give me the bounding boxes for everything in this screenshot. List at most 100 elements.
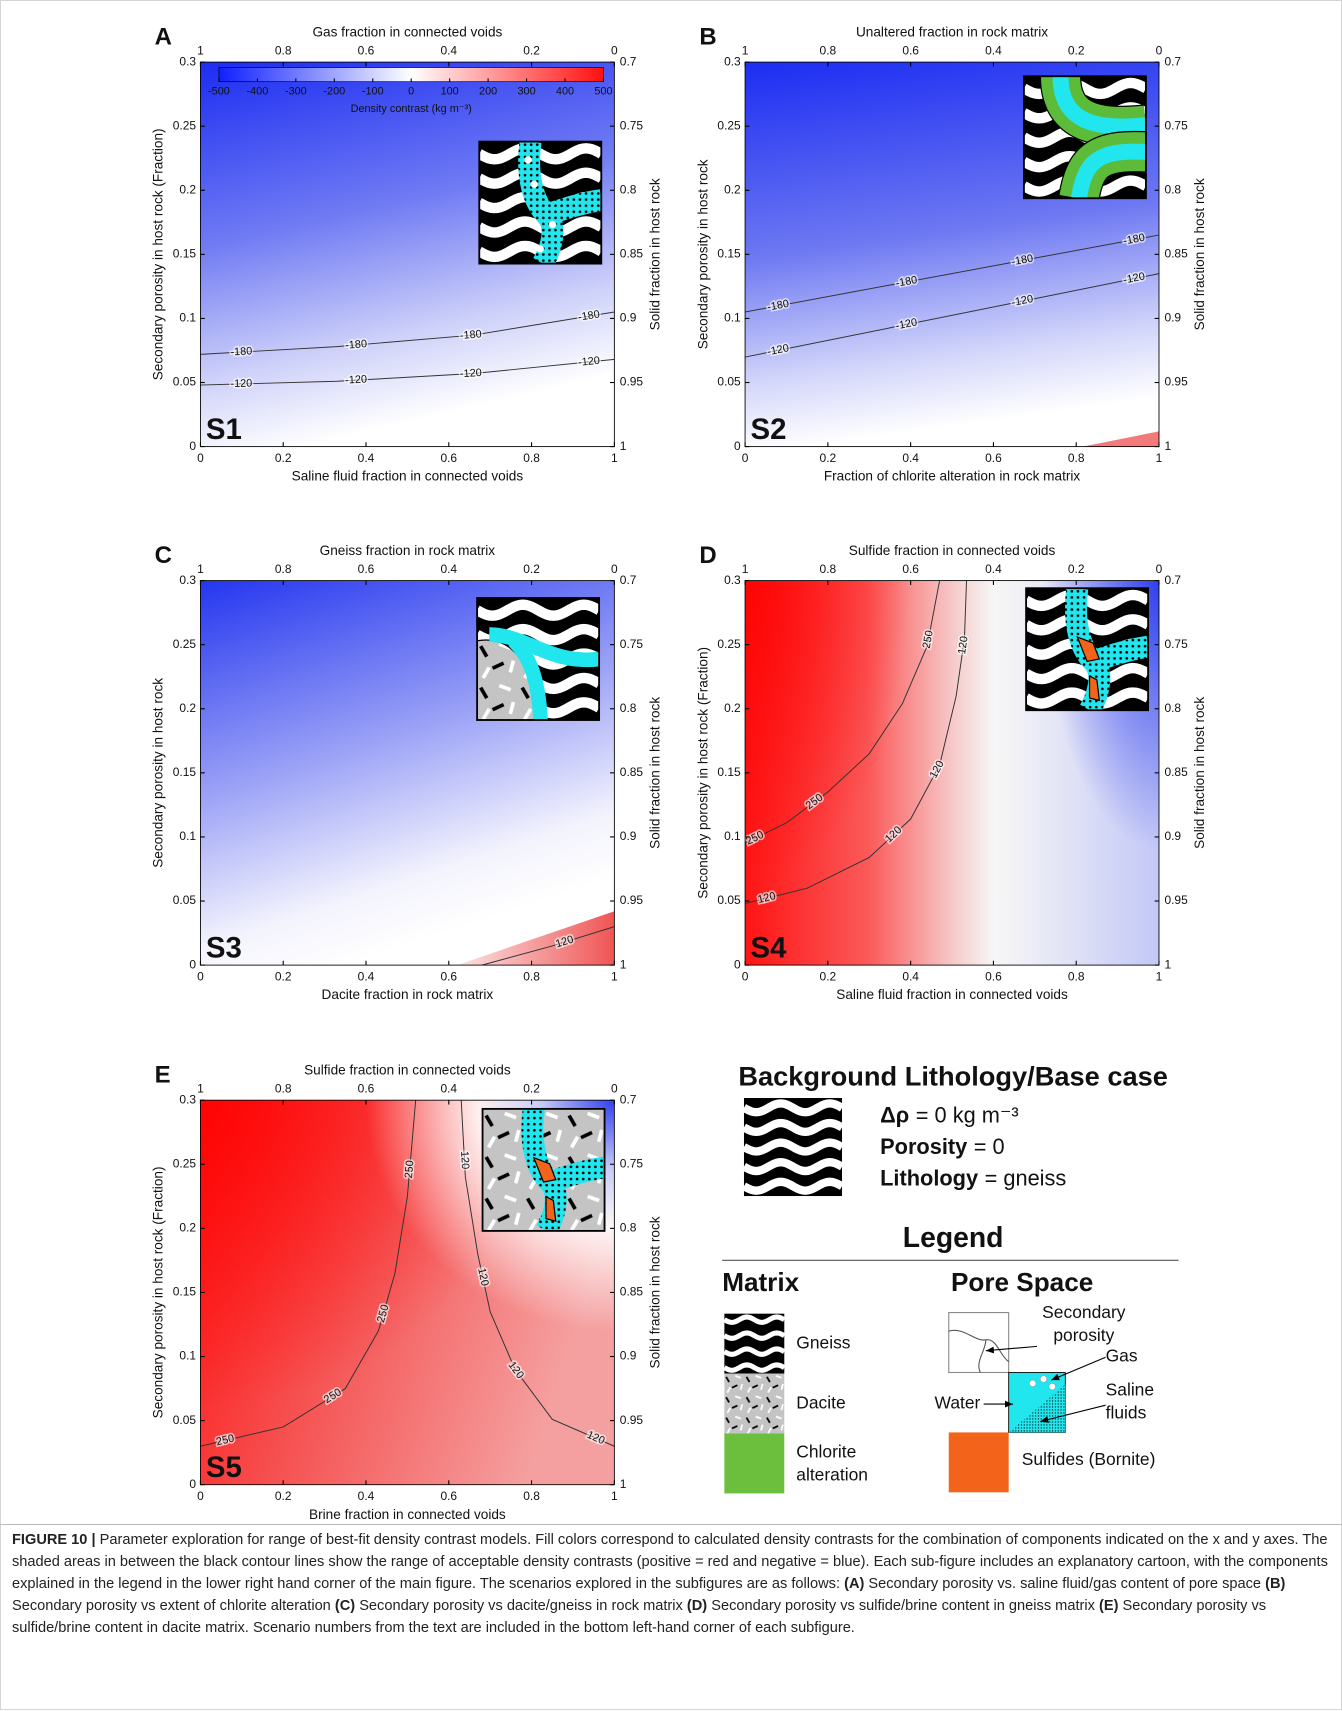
cartoon: [1025, 587, 1150, 712]
cartoon: [481, 1107, 606, 1232]
wave: [479, 216, 602, 238]
y2-tick-label: 0.95: [1164, 893, 1188, 907]
contour-label: 120: [956, 635, 970, 655]
y-tick-label: 0.25: [717, 637, 741, 651]
y2-tick-label: 1: [620, 957, 627, 971]
arrow-head: [1051, 1373, 1060, 1381]
legend-text: Gas: [1105, 1347, 1138, 1366]
x-tick-label: 0: [742, 969, 749, 983]
gas: [536, 245, 544, 253]
x-label: Dacite fraction in rock matrix: [322, 987, 494, 1002]
scenario-tag: (B): [1265, 1576, 1286, 1592]
colorbar-label: Density contrast (kg m⁻³): [351, 103, 472, 115]
y2-tick-label: 0.8: [620, 1221, 637, 1235]
x2-tick-label: 0.4: [985, 43, 1002, 57]
figure: -180 -180 -180 -180 -120 -120 -120 -120 0 0.2 0.4 0…: [151, 23, 1207, 1521]
x2-label: Sulfide fraction in connected voids: [304, 1062, 511, 1077]
y2-tick-label: 0.95: [1164, 375, 1188, 389]
y-label: Secondary porosity in host rock (Fractio…: [695, 647, 710, 899]
y2-tick-label: 0.7: [1164, 54, 1181, 68]
x2-tick-label: 0: [611, 562, 618, 576]
y-tick-label: 0.1: [724, 311, 741, 325]
colorbar-tick-label: 400: [556, 85, 574, 97]
wave: [723, 1330, 786, 1341]
y2-tick-label: 0.85: [620, 247, 644, 261]
sulfide: [1076, 635, 1101, 663]
legend-text: Sulfides (Bornite): [1021, 1450, 1156, 1470]
y2-tick-label: 0.85: [620, 765, 644, 779]
gas: [1048, 1383, 1056, 1391]
cartoon-border: [478, 140, 603, 265]
gas: [1039, 1375, 1048, 1383]
base-item: Lithology = gneiss: [880, 1165, 1066, 1190]
contour-label: -120: [578, 355, 601, 369]
x2-tick-label: 0.4: [440, 43, 457, 57]
scenario-label: S4: [751, 932, 788, 965]
sulfide: [532, 1156, 557, 1183]
y2-tick-label: 0.85: [620, 1285, 644, 1299]
panel-letter: B: [699, 23, 716, 50]
y-tick-label: 0: [189, 1477, 196, 1491]
sulfide: [1088, 675, 1101, 702]
contour-label: -180: [577, 308, 600, 323]
y-tick-label: 0.15: [717, 765, 741, 779]
x-tick-label: 0.4: [358, 451, 375, 465]
colorbar-tick-label: 300: [517, 85, 535, 97]
dacite: [724, 1373, 785, 1434]
legend-label: Chlorite alteration: [796, 1443, 868, 1484]
contour-label: -180: [230, 345, 252, 358]
scenario-label: S2: [751, 413, 787, 446]
legend-label: Sulfides (Bornite): [1021, 1450, 1156, 1470]
contour-label: -120: [345, 373, 367, 386]
panel-letter: D: [699, 542, 716, 569]
scenario-tag: (D): [686, 1598, 708, 1614]
y-tick-label: 0.1: [179, 311, 196, 325]
y-label: Secondary porosity in host rock: [151, 678, 166, 868]
x2-tick-label: 0.2: [523, 562, 540, 576]
x2-tick-label: 0: [611, 43, 618, 57]
x-tick-label: 0.8: [523, 451, 540, 465]
heatmap-red: [457, 911, 615, 966]
cartoon-body: [1026, 588, 1149, 711]
contour-line: [200, 358, 615, 386]
y2-tick-label: 0.9: [620, 829, 637, 843]
x-tick-label: 0: [197, 451, 204, 465]
x2-tick-label: 0.4: [985, 562, 1002, 576]
arrow-head: [1005, 1400, 1014, 1408]
y-tick-label: 0.15: [717, 247, 741, 261]
base-term: Δρ: [880, 1102, 909, 1127]
wave: [723, 1362, 786, 1373]
legend-label: Gas: [1105, 1347, 1138, 1366]
saline: [518, 141, 564, 264]
legend-text: Secondary porosity: [1042, 1303, 1126, 1346]
x2-tick-label: 1: [742, 562, 749, 576]
y2-tick-label: 0.9: [620, 1349, 637, 1363]
legend-text: Dacite: [796, 1394, 846, 1413]
y-tick-label: 0: [189, 439, 196, 453]
x-tick-label: 1: [1156, 451, 1163, 465]
y2-tick-label: 0.85: [1164, 247, 1188, 261]
x-tick-label: 0.8: [523, 1489, 540, 1503]
scenario-text: Secondary porosity vs sulfide/brine cont…: [12, 1598, 1267, 1636]
colorbar-tick-label: 200: [479, 85, 497, 97]
y-tick-label: 0.1: [179, 1349, 196, 1363]
y2-tick-label: 1: [1164, 957, 1171, 971]
x2-tick-label: 0.6: [902, 562, 919, 576]
y-tick-label: 0.25: [173, 637, 197, 651]
legend-label: Secondary porosity: [1042, 1303, 1126, 1346]
y2-label: Solid fraction in host rock: [647, 178, 662, 330]
panel-letter: C: [155, 542, 172, 569]
x2-tick-label: 0.2: [1068, 43, 1085, 57]
x-tick-label: 0.2: [275, 451, 292, 465]
x2-tick-label: 1: [197, 562, 204, 576]
wave: [477, 599, 600, 621]
gas: [524, 156, 532, 164]
gas: [530, 180, 538, 188]
y2-tick-label: 0.75: [1164, 637, 1188, 651]
base-value: = 0: [974, 1134, 1005, 1159]
y2-tick-label: 1: [620, 1477, 627, 1491]
legend-text: Saline fluids: [1105, 1381, 1155, 1423]
y-tick-label: 0.1: [724, 829, 741, 843]
y-tick-label: 0.05: [173, 375, 197, 389]
contour-line: [460, 1100, 615, 1447]
